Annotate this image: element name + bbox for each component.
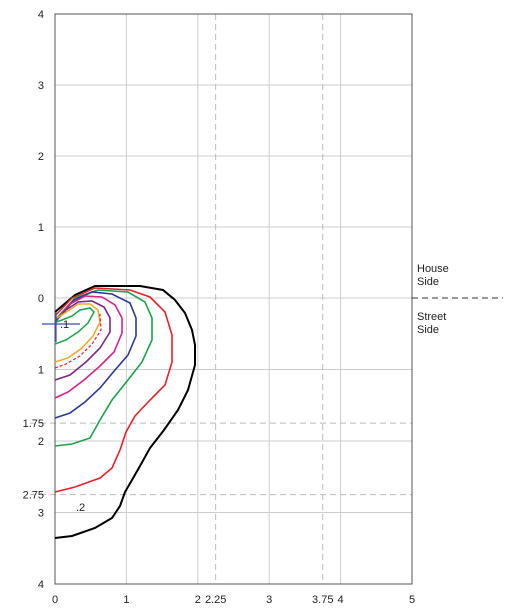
y-tick-label: 2.75 [23, 490, 44, 502]
y-tick-label: 2 [38, 436, 44, 448]
contour-red [55, 288, 172, 492]
x-tick-label: 2.25 [205, 594, 226, 606]
plot-frame [55, 14, 412, 584]
x-tick-label: 3.75 [312, 594, 333, 606]
house-side-label: House Side [417, 263, 449, 288]
y-tick-label: 3 [38, 80, 44, 92]
y-tick-label: 2 [38, 151, 44, 163]
x-axis-ticks: 0 1 2 2.25 3 3.75 4 5 [52, 594, 415, 606]
y-tick-label: 0 [38, 293, 44, 305]
y-tick-label: 1 [38, 365, 44, 377]
reference-dashed-lines [30, 14, 412, 584]
x-tick-label: 1 [123, 594, 129, 606]
y-axis-ticks: 4 3 2 1 0 1 1.75 2 2.75 3 4 [23, 9, 44, 591]
x-tick-label: 5 [409, 594, 415, 606]
y-tick-label: 1 [38, 222, 44, 234]
grid-lines [55, 14, 412, 584]
y-tick-label: 3 [38, 508, 44, 520]
y-tick-label: 4 [38, 9, 44, 21]
street-side-label: Street Side [417, 311, 446, 336]
x-tick-label: 2 [195, 594, 201, 606]
y-tick-label: 1.75 [23, 418, 44, 430]
x-tick-label: 3 [266, 594, 272, 606]
contour-label-2: .2 [76, 502, 85, 514]
y-tick-label: 4 [38, 579, 44, 591]
x-tick-label: 0 [52, 594, 58, 606]
contour-label-1: .1 [60, 319, 69, 331]
x-tick-label: 4 [338, 594, 344, 606]
contour-green [55, 290, 152, 446]
